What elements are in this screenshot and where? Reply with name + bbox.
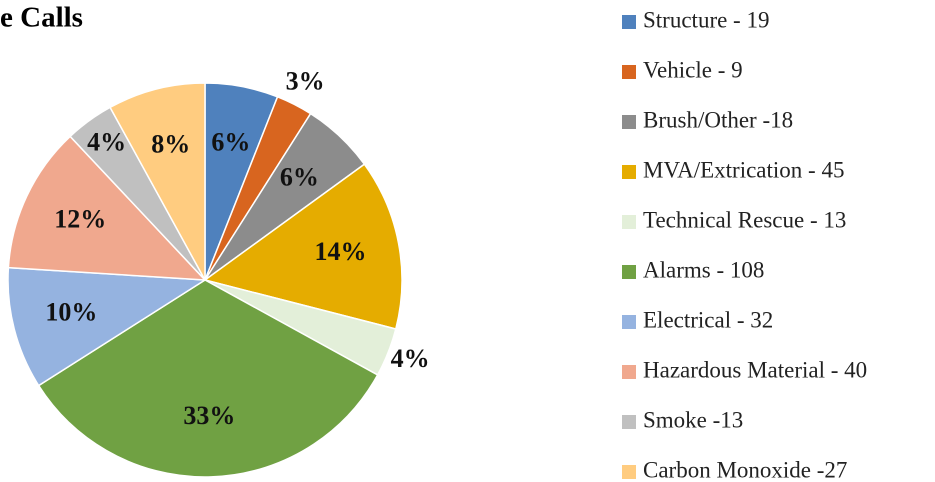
data-label: 8%	[151, 129, 190, 158]
legend-swatch	[622, 115, 636, 129]
legend-label: Smoke -13	[643, 407, 743, 432]
data-label: 3%	[286, 66, 325, 95]
legend-swatch	[622, 315, 636, 329]
legend-swatch	[622, 65, 636, 79]
legend-swatch	[622, 265, 636, 279]
pie-slice	[7, 266, 208, 387]
data-label: 14%	[314, 237, 366, 266]
pie-slice	[7, 135, 207, 281]
legend-swatch	[622, 215, 636, 229]
pie-slice	[37, 279, 379, 478]
legend-swatch	[622, 15, 636, 29]
legend-label: Technical Rescue - 13	[643, 207, 846, 232]
legend-label: Vehicle - 9	[643, 57, 743, 82]
data-label: 4%	[391, 344, 430, 373]
legend-swatch	[622, 165, 636, 179]
legend-label: Hazardous Material - 40	[643, 357, 867, 382]
pie-slice	[109, 82, 206, 281]
data-label: 12%	[54, 204, 106, 233]
legend-label: Electrical - 32	[643, 307, 773, 332]
legend-label: Structure - 19	[643, 7, 769, 32]
legend-swatch	[622, 365, 636, 379]
legend-swatch	[622, 415, 636, 429]
data-label: 6%	[280, 162, 319, 191]
chart-title: e Calls	[0, 2, 83, 34]
pie-slice	[203, 163, 403, 330]
data-label: 6%	[211, 128, 250, 157]
data-label: 4%	[87, 127, 126, 156]
data-label: 10%	[45, 297, 97, 326]
legend-label: Alarms - 108	[643, 257, 764, 282]
legend-label: Carbon Monoxide -27	[643, 457, 847, 482]
data-label: 33%	[183, 401, 235, 430]
legend-label: MVA/Extrication - 45	[643, 157, 844, 182]
legend-swatch	[622, 465, 636, 479]
legend-label: Brush/Other -18	[643, 107, 793, 132]
